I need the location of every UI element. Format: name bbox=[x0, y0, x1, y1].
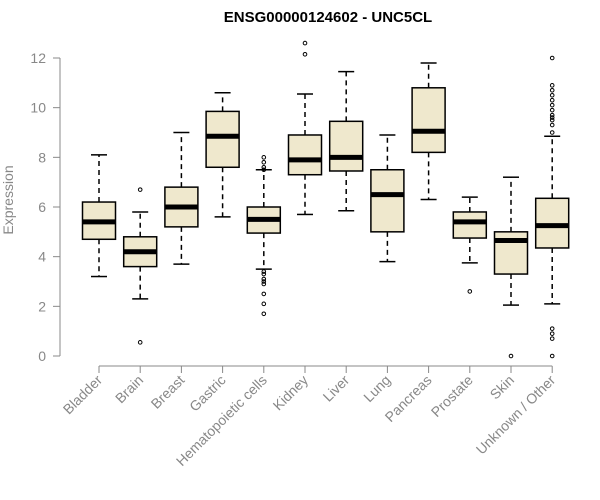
x-tick-label: Skin bbox=[487, 372, 518, 403]
outlier-point bbox=[549, 326, 555, 331]
box-liver bbox=[328, 70, 364, 212]
outlier-point bbox=[549, 122, 555, 128]
box-gastric bbox=[205, 92, 240, 218]
y-tick-label: 8 bbox=[38, 149, 46, 165]
outlier-point bbox=[549, 107, 555, 113]
outlier-point bbox=[261, 279, 267, 284]
y-axis-label: Expression bbox=[0, 165, 16, 234]
y-tick-label: 12 bbox=[30, 50, 46, 66]
outlier-point bbox=[467, 289, 473, 294]
box-lung bbox=[370, 134, 405, 263]
boxes-group bbox=[81, 40, 570, 359]
iqr-box bbox=[287, 134, 323, 176]
iqr-box bbox=[328, 120, 364, 172]
outlier-point bbox=[302, 40, 308, 46]
outlier-point bbox=[549, 102, 555, 108]
outlier-point bbox=[261, 291, 267, 297]
x-tick-label: Lung bbox=[360, 372, 393, 405]
box-skin bbox=[493, 176, 529, 359]
outlier-point bbox=[549, 353, 555, 359]
outlier-point bbox=[261, 164, 267, 170]
box-breast bbox=[164, 131, 199, 265]
outlier-point bbox=[261, 155, 267, 160]
outlier-point bbox=[549, 115, 555, 120]
box-brain bbox=[122, 187, 158, 345]
outlier-point bbox=[261, 269, 267, 274]
box-kidney bbox=[287, 40, 323, 216]
outlier-point bbox=[137, 340, 143, 345]
box-hematopoietic-cells bbox=[246, 155, 282, 317]
box-pancreas bbox=[411, 62, 446, 201]
x-tick-label: Breast bbox=[148, 372, 188, 412]
box-bladder bbox=[81, 154, 117, 278]
outlier-point bbox=[549, 117, 555, 123]
outlier-point bbox=[508, 353, 514, 359]
y-tick-label: 0 bbox=[38, 348, 46, 364]
outlier-point bbox=[261, 276, 267, 282]
x-tick-label: Kidney bbox=[270, 372, 312, 414]
outlier-point bbox=[549, 55, 555, 61]
outlier-point bbox=[549, 336, 555, 341]
outlier-point bbox=[261, 167, 267, 173]
outlier-point bbox=[549, 97, 555, 103]
chart-title: ENSG00000124602 - UNC5CL bbox=[224, 9, 432, 26]
x-tick-label: Bladder bbox=[60, 372, 106, 418]
box-prostate bbox=[452, 196, 488, 294]
outlier-point bbox=[261, 311, 267, 317]
x-tick-label: Liver bbox=[320, 372, 353, 405]
x-tick-label: Brain bbox=[112, 372, 146, 406]
outlier-point bbox=[549, 130, 555, 135]
outlier-point bbox=[549, 92, 555, 98]
outlier-point bbox=[261, 271, 267, 277]
y-tick-label: 10 bbox=[30, 100, 46, 116]
outlier-point bbox=[302, 51, 308, 57]
box-unknown-other bbox=[534, 55, 570, 359]
y-tick-label: 6 bbox=[38, 199, 46, 215]
iqr-box bbox=[411, 87, 446, 154]
iqr-box bbox=[205, 110, 240, 169]
outlier-point bbox=[261, 301, 267, 307]
outlier-point bbox=[549, 87, 555, 93]
y-axis: 0 2 4 6 8 10 12 bbox=[30, 50, 61, 364]
outlier-point bbox=[549, 331, 555, 336]
iqr-box bbox=[370, 169, 405, 233]
outlier-point bbox=[261, 160, 267, 165]
outlier-point bbox=[261, 281, 267, 287]
outlier-point bbox=[549, 83, 555, 88]
outlier-point bbox=[137, 187, 143, 192]
y-tick-label: 2 bbox=[38, 298, 46, 314]
x-tick-label: Prostate bbox=[428, 372, 476, 420]
iqr-box bbox=[452, 211, 488, 239]
y-tick-label: 4 bbox=[38, 249, 46, 265]
outlier-point bbox=[549, 112, 555, 118]
